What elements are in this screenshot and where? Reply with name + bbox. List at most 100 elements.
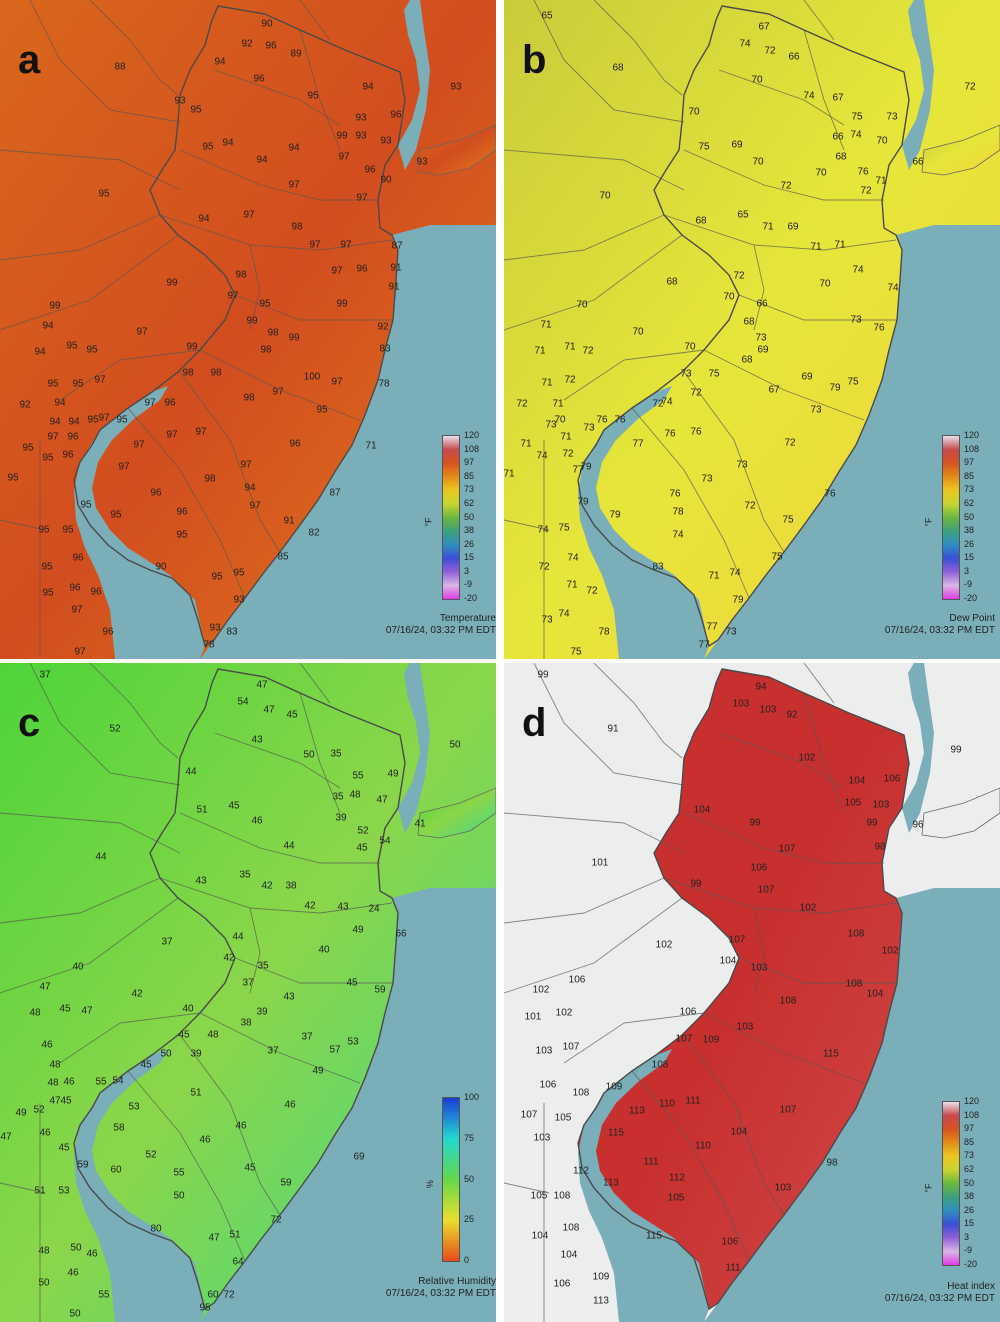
station-value: 99 (186, 341, 198, 353)
station-value: 96 (62, 449, 74, 461)
station-value: 52 (357, 825, 369, 837)
scale-tick-label: -20 (464, 593, 478, 603)
station-value: 52 (109, 723, 121, 735)
station-value: 85 (277, 551, 289, 563)
station-value: 113 (593, 1295, 609, 1307)
station-value: 50 (303, 749, 315, 761)
station-value: 79 (580, 461, 592, 473)
station-value: 97 (272, 386, 284, 398)
station-value: 64 (232, 1256, 244, 1268)
station-value: 42 (304, 900, 316, 912)
station-value: 90 (380, 174, 392, 186)
station-value: 50 (70, 1242, 82, 1254)
station-value: 93 (450, 81, 462, 93)
station-value: 113 (629, 1105, 645, 1117)
station-value: 76 (857, 166, 869, 178)
station-value: 99 (336, 298, 348, 310)
station-value: 67 (768, 384, 780, 396)
county-boundary (0, 234, 179, 331)
station-value: 96 (150, 487, 162, 499)
station-value: 107 (778, 843, 796, 855)
county-boundary (703, 349, 865, 421)
station-value: 91 (388, 281, 400, 293)
station-value: 42 (223, 952, 235, 964)
station-value: 74 (887, 282, 899, 294)
station-value: 88 (114, 61, 126, 73)
county-boundary (753, 244, 765, 331)
station-value: 49 (312, 1065, 324, 1077)
station-value: 95 (7, 472, 19, 484)
station-value: 50 (449, 739, 461, 751)
station-value: 103 (872, 799, 890, 811)
station-value: 78 (598, 626, 610, 638)
station-value: 47 (0, 1131, 12, 1143)
county-boundary (593, 663, 683, 759)
county-boundary (179, 1034, 281, 1216)
station-value: 76 (614, 414, 626, 426)
hudson-river (398, 0, 430, 170)
scale-tick-label: 85 (964, 1136, 975, 1147)
delaware-bay (74, 1049, 205, 1322)
station-value: 41 (414, 818, 426, 830)
station-value: 102 (881, 945, 899, 957)
station-value: 75 (782, 514, 794, 526)
station-value: 37 (301, 1031, 313, 1043)
station-value: 47 (81, 1005, 93, 1017)
station-value: 72 (690, 387, 702, 399)
station-value: 39 (190, 1048, 202, 1060)
station-value: 50 (160, 1048, 172, 1060)
station-value: 112 (669, 1172, 685, 1184)
station-value: 96 (289, 438, 301, 450)
legend: 120 108 97 85 73 62 50 38 26 15 3 -9 -20 °F (924, 430, 996, 603)
station-value: 97 (340, 239, 352, 251)
delaware-bay (578, 386, 709, 659)
station-value: 46 (199, 1134, 211, 1146)
station-value: 65 (737, 209, 749, 221)
station-value: 80 (150, 1223, 162, 1235)
station-value: 77 (632, 438, 644, 450)
station-value: 67 (832, 92, 844, 104)
county-boundary (299, 0, 331, 41)
station-value: 74 (803, 90, 815, 102)
county-boundary (663, 877, 897, 914)
station-value: 40 (182, 1003, 194, 1015)
station-value: 72 (582, 345, 594, 357)
county-boundary (663, 214, 897, 251)
station-value: 76 (873, 322, 885, 334)
station-value: 43 (251, 734, 263, 746)
station-value: 108 (847, 928, 865, 940)
hudson-river (398, 663, 430, 833)
station-value: 70 (632, 326, 644, 338)
station-value: 109 (605, 1081, 623, 1093)
station-value: 100 (303, 371, 321, 383)
station-value: 95 (41, 561, 53, 573)
station-value: 48 (49, 1059, 61, 1071)
station-value: 111 (685, 1095, 701, 1107)
station-value: 97 (288, 179, 300, 191)
station-value: 69 (757, 344, 769, 356)
station-value: 45 (244, 1162, 256, 1174)
station-value: 71 (552, 398, 564, 410)
station-value: 96 (72, 552, 84, 564)
station-value: 95 (211, 571, 223, 583)
station-value: 108 (779, 995, 797, 1007)
station-value: 45 (356, 842, 368, 854)
station-value: 102 (799, 902, 817, 914)
county-boundary (563, 1012, 705, 1064)
station-value: 35 (332, 791, 344, 803)
station-value: 69 (731, 139, 743, 151)
station-value: 71 (534, 345, 546, 357)
color-scale-bar (942, 435, 960, 600)
station-value: 53 (58, 1185, 70, 1197)
station-value: 47 (376, 794, 388, 806)
timestamp: 07/16/24, 03:32 PM EDT (884, 625, 995, 636)
county-boundary (683, 1034, 785, 1216)
station-value: 112 (573, 1165, 589, 1177)
station-value: 83 (379, 343, 391, 355)
station-value: 79 (577, 496, 589, 508)
scale-tick-label: 25 (464, 1214, 475, 1225)
station-value: 50 (38, 1277, 50, 1289)
station-value: 73 (541, 614, 553, 626)
station-value: 99 (49, 300, 61, 312)
scale-tick-label: 108 (964, 443, 980, 454)
